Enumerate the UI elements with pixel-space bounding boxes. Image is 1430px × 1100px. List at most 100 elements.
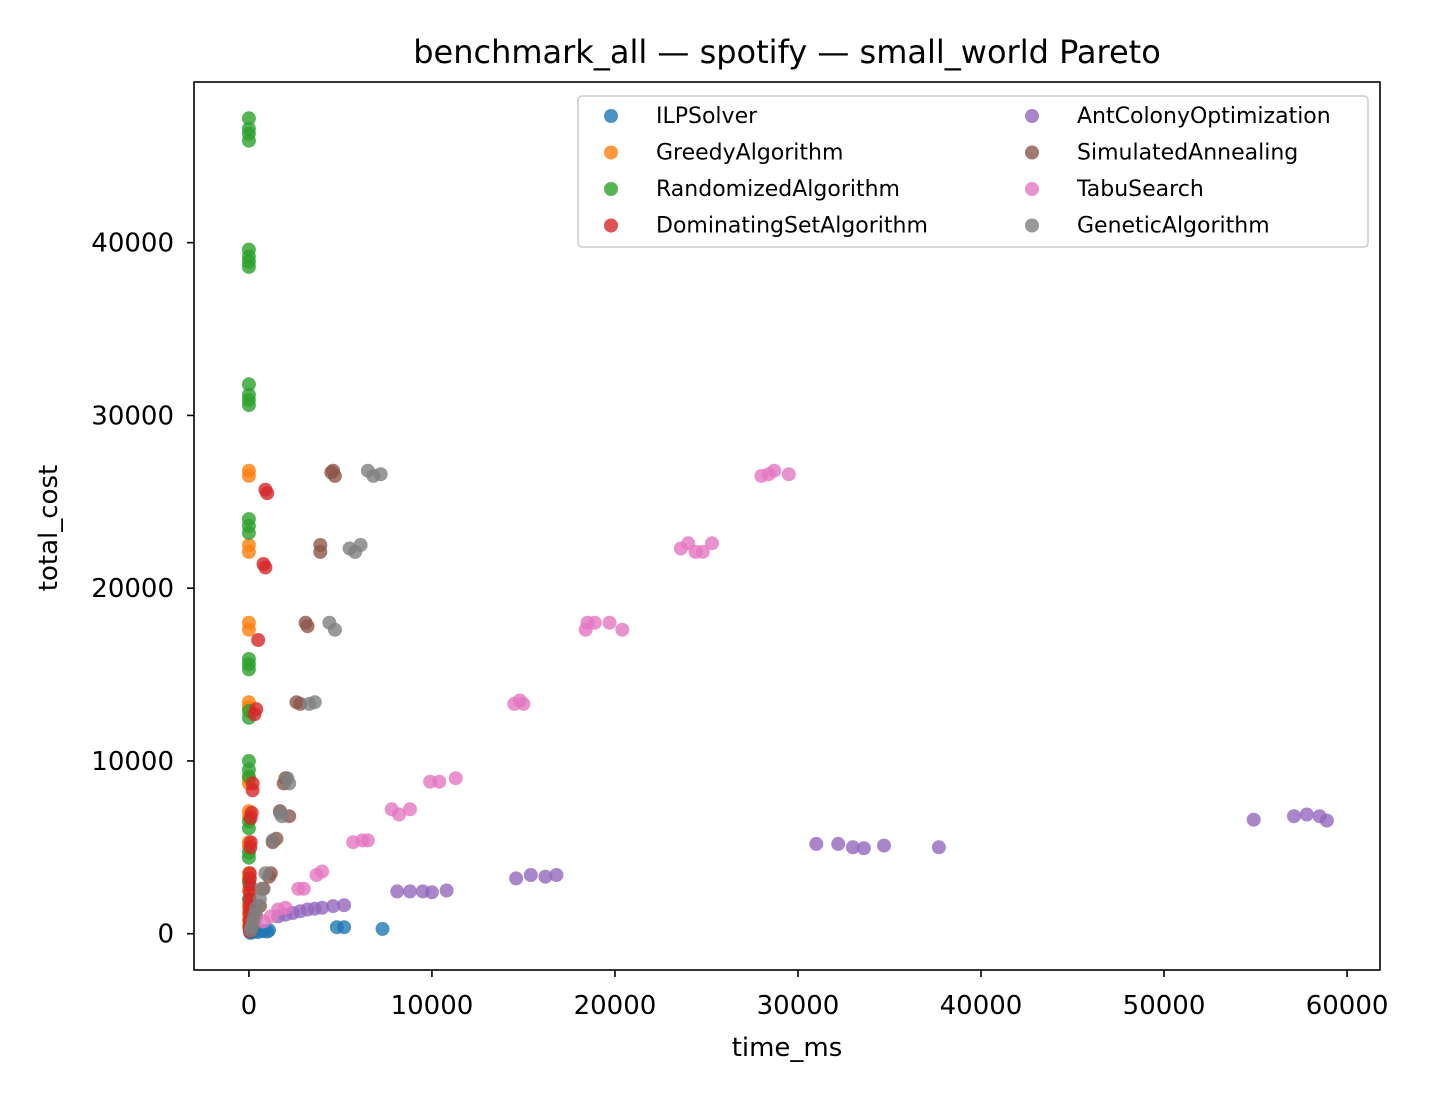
- data-point: [241, 111, 256, 126]
- data-point: [241, 133, 256, 148]
- legend-box: [577, 95, 1369, 248]
- data-point: [258, 866, 273, 881]
- data-point: [241, 398, 256, 413]
- chart-title: benchmark_all — spotify — small_world Pa…: [413, 33, 1161, 71]
- data-point: [243, 840, 258, 855]
- legend-entry-label: AntColonyOptimization: [1077, 104, 1331, 129]
- legend-marker: [604, 109, 618, 123]
- data-point: [327, 622, 342, 637]
- data-point: [538, 869, 553, 884]
- legend-entry-label: DominatingSetAlgorithm: [656, 214, 928, 239]
- x-axis-label: time_ms: [732, 1033, 843, 1063]
- legend-marker: [604, 145, 618, 160]
- y-tick-label: 0: [157, 920, 174, 950]
- data-point: [809, 836, 824, 851]
- data-point: [931, 840, 946, 855]
- data-point: [375, 921, 390, 936]
- data-point: [300, 619, 315, 634]
- data-point: [831, 836, 846, 851]
- legend-marker: [1025, 109, 1039, 123]
- data-point: [448, 771, 463, 786]
- data-point: [313, 544, 328, 559]
- data-point: [845, 840, 860, 855]
- x-tick-label: 10000: [391, 991, 474, 1021]
- legend-entry-label: ILPSolver: [656, 104, 758, 129]
- legend-entry-label: GreedyAlgorithm: [656, 141, 843, 166]
- data-point: [337, 920, 352, 935]
- data-point: [254, 881, 269, 896]
- x-tick-label: 0: [241, 991, 258, 1021]
- data-point: [241, 377, 256, 392]
- data-point: [241, 622, 256, 637]
- data-point: [705, 536, 719, 551]
- data-point: [258, 560, 273, 575]
- data-point: [549, 868, 564, 882]
- data-point: [265, 833, 280, 848]
- y-axis-ticks: 0 10000 20000 30000 40000: [91, 229, 194, 950]
- data-point: [432, 774, 447, 789]
- plot-frame: [193, 81, 1381, 971]
- data-point: [523, 868, 538, 882]
- data-point: [403, 884, 417, 899]
- data-point: [245, 783, 260, 798]
- data-point: [324, 465, 339, 480]
- data-point: [695, 544, 710, 559]
- data-point: [241, 662, 256, 677]
- data-point: [260, 486, 275, 501]
- x-axis-ticks: 0 10000 20000 30000 40000 50000 60000: [241, 970, 1389, 1021]
- data-point: [602, 615, 617, 630]
- legend-marker: [604, 218, 618, 233]
- legend-entry-label: RandomizedAlgorithm: [656, 177, 900, 202]
- data-point: [241, 850, 256, 865]
- y-tick-label: 10000: [91, 747, 174, 777]
- x-tick-label: 30000: [757, 991, 840, 1021]
- data-point: [1319, 813, 1334, 828]
- legend: ILPSolver GreedyAlgorithm RandomizedAlgori…: [577, 95, 1369, 248]
- data-point: [315, 864, 330, 879]
- data-point: [251, 633, 266, 647]
- data-point: [392, 807, 406, 822]
- data-point: [781, 467, 796, 482]
- x-tick-label: 40000: [940, 991, 1023, 1021]
- data-point: [424, 885, 439, 900]
- x-tick-label: 50000: [1123, 991, 1206, 1021]
- legend-entry-label: GeneticAlgorithm: [1077, 214, 1270, 239]
- data-point: [353, 538, 368, 552]
- legend-entry-label: TabuSearch: [1076, 177, 1204, 202]
- data-point: [241, 468, 256, 483]
- data-point: [1287, 809, 1301, 824]
- data-point: [587, 615, 602, 630]
- data-point: [296, 881, 311, 896]
- data-point: [509, 871, 524, 886]
- legend-marker: [1025, 145, 1039, 160]
- data-point: [326, 899, 341, 914]
- data-point: [243, 811, 258, 825]
- data-point: [390, 884, 405, 899]
- data-point: [307, 695, 322, 710]
- x-tick-label: 60000: [1306, 991, 1389, 1021]
- y-tick-label: 40000: [91, 229, 174, 259]
- data-point: [403, 802, 417, 817]
- data-point: [241, 821, 256, 836]
- x-tick-label: 20000: [574, 991, 657, 1021]
- data-point: [439, 883, 454, 898]
- data-point: [241, 544, 256, 559]
- data-point: [1246, 812, 1261, 827]
- y-tick-label: 20000: [91, 574, 174, 604]
- plot-points: [241, 111, 1334, 940]
- legend-marker: [604, 182, 618, 196]
- data-point: [360, 833, 375, 848]
- data-point: [315, 900, 330, 915]
- data-point: [1299, 807, 1314, 822]
- data-point: [247, 707, 262, 722]
- y-axis-label: total_cost: [34, 465, 64, 591]
- data-point: [241, 525, 256, 540]
- data-point: [373, 467, 388, 482]
- data-point: [877, 838, 891, 853]
- data-point: [516, 696, 531, 711]
- data-point: [337, 898, 352, 913]
- data-point: [615, 622, 630, 637]
- data-point: [856, 841, 871, 856]
- data-point: [282, 776, 297, 791]
